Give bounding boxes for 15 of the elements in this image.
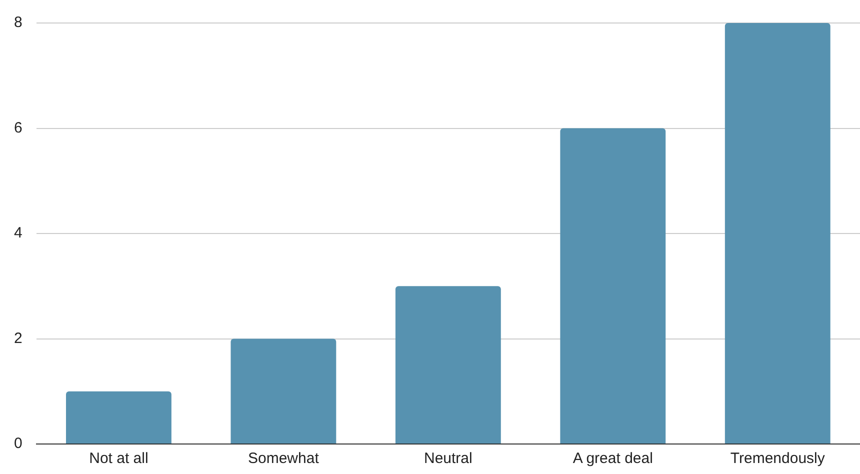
x-tick-label: Not at all (89, 450, 148, 468)
y-tick-label: 8 (14, 14, 22, 32)
bar (724, 23, 830, 444)
bar (66, 391, 172, 444)
x-tick-label: Somewhat (248, 450, 320, 468)
x-tick-label: Neutral (424, 450, 472, 468)
y-tick-label: 0 (14, 435, 22, 452)
y-tick-label: 4 (14, 224, 22, 242)
x-tick-label: A great deal (572, 450, 653, 468)
bar (230, 338, 336, 444)
bar (560, 128, 666, 444)
x-tick-label: Tremendously (730, 450, 826, 468)
y-tick-label: 2 (14, 330, 22, 347)
y-tick-label: 6 (14, 119, 22, 136)
bar (395, 286, 501, 444)
